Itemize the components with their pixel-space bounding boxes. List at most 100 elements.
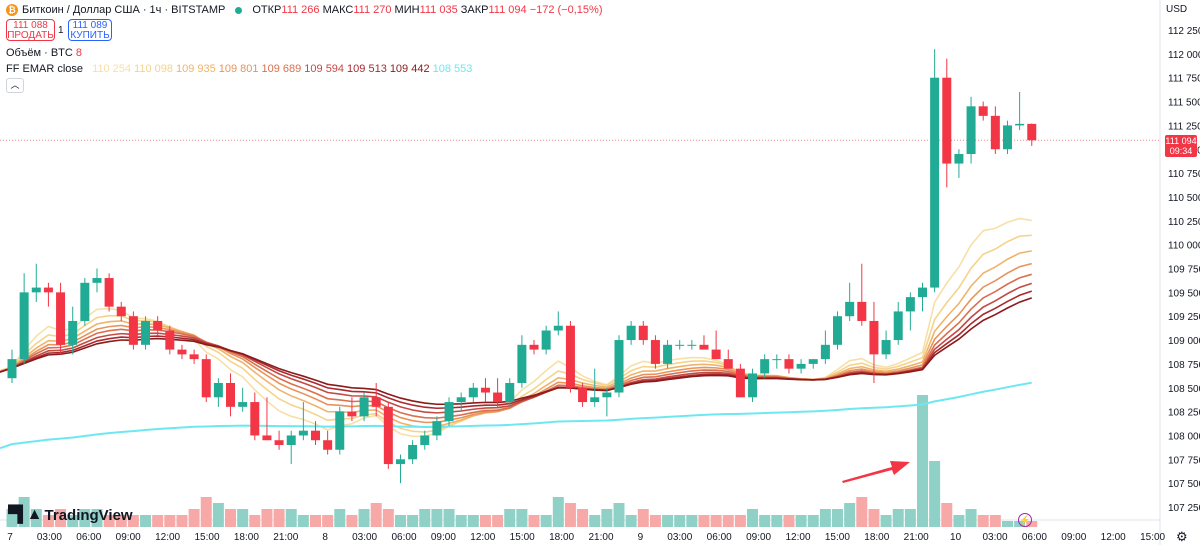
sell-button[interactable]: 111 088 ПРОДАТЬ (6, 19, 55, 41)
buy-button[interactable]: 111 089 КУПИТЬ (68, 19, 112, 41)
price-tick-label: 110 250 (1168, 217, 1200, 228)
price-tick-label: 109 000 (1168, 336, 1200, 347)
candle-body (19, 292, 29, 360)
close-label: ЗАКР (460, 4, 489, 16)
low-label: МИН (394, 4, 420, 16)
volume-bar (747, 509, 759, 527)
market-status-dot (235, 6, 243, 14)
volume-bar (674, 515, 686, 527)
volume-bar (42, 515, 54, 527)
ema-values: 110 254 110 098 109 935 109 801 109 689 109 5… (89, 63, 472, 75)
price-tick-label: 112 000 (1168, 50, 1200, 61)
volume-bar (30, 509, 42, 527)
time-tick-label: 21:00 (588, 532, 613, 543)
volume-bar (91, 509, 103, 527)
collapse-legend-button[interactable]: ︿ (6, 78, 24, 93)
candle-body (1002, 125, 1012, 150)
volume-bar (164, 515, 176, 527)
candle-body (68, 320, 78, 345)
candle-body (189, 354, 199, 360)
gear-icon[interactable]: ⚙ (1176, 529, 1188, 544)
candle-body (335, 411, 345, 450)
volume-bar (637, 509, 649, 527)
candle-body (250, 402, 260, 436)
flash-icon[interactable]: ⚡ (1018, 513, 1032, 527)
ema-value-4: 109 689 (261, 63, 302, 75)
change-value: −172 (−0,15%) (529, 4, 603, 16)
volume-bar (904, 509, 916, 527)
symbol-row: ₿ Биткоин / Доллар США · 1ч · BITSTAMP О… (6, 4, 602, 16)
candle-body (893, 311, 903, 341)
ema-legend[interactable]: FF EMAR close 110 254 110 098 109 935 109 8… (6, 63, 472, 75)
candle-body (201, 359, 211, 398)
volume-bar (552, 497, 564, 527)
volume-bar (6, 509, 18, 527)
volume-bar (127, 515, 139, 527)
volume-bar (807, 515, 819, 527)
time-tick-label: 21:00 (904, 532, 929, 543)
volume-bar (492, 515, 504, 527)
time-tick-label: 18:00 (864, 532, 889, 543)
volume-bar (225, 509, 237, 527)
candles (7, 49, 1037, 484)
price-tick-label: 111 250 (1168, 121, 1200, 132)
candle-body (262, 435, 272, 441)
candle-body (480, 387, 490, 393)
tradingview-logo[interactable]: ▀▌▲ TradingView (8, 506, 133, 524)
price-tick-label: 109 500 (1168, 288, 1200, 299)
candle-body (845, 301, 855, 317)
price-tick-label: 109 250 (1168, 312, 1200, 323)
candle-body (663, 344, 673, 364)
volume-bar (152, 515, 164, 527)
candle-body (760, 359, 770, 374)
time-tick-label: 8 (322, 532, 328, 543)
time-tick-label: 06:00 (707, 532, 732, 543)
volume-bar (917, 395, 928, 527)
ema-value-2: 109 935 (175, 63, 216, 75)
candle-body (857, 301, 867, 321)
candle-body (80, 282, 90, 321)
candle-body (626, 325, 636, 341)
candle-body (286, 435, 296, 445)
candle-body (493, 392, 503, 403)
candle-body (56, 292, 66, 345)
volume-bar (212, 503, 224, 527)
candle-body (323, 440, 333, 450)
time-tick-label: 12:00 (470, 532, 495, 543)
candle-body (590, 397, 600, 403)
symbol-title[interactable]: Биткоин / Доллар США · 1ч · BITSTAMP (22, 4, 226, 16)
time-tick-label: 09:00 (746, 532, 771, 543)
price-tick-label: 108 250 (1168, 408, 1200, 419)
volume-legend[interactable]: Объём · BTC 8 (6, 47, 82, 59)
currency-label[interactable]: USD (1166, 4, 1188, 15)
candle-body (420, 435, 430, 445)
time-tick-label: 21:00 (273, 532, 298, 543)
volume-bar (55, 509, 67, 527)
candle-body (226, 382, 236, 407)
volume-bar (419, 509, 431, 527)
current-price: 111 094 (1165, 136, 1197, 146)
candle-body (772, 359, 782, 361)
candle-body (565, 325, 575, 388)
volume-bar (771, 515, 783, 527)
candle-body (408, 444, 418, 460)
bar-countdown: 09:34 (1169, 146, 1193, 156)
volume-bar (516, 509, 528, 527)
volume-bar (1001, 521, 1013, 527)
volume-bars (6, 395, 1038, 527)
price-tick-label: 110 000 (1168, 241, 1200, 252)
candle-body (529, 344, 539, 350)
candle-body (735, 368, 745, 398)
time-tick-label: 18:00 (549, 532, 574, 543)
high-value: 111 270 (353, 4, 392, 16)
volume-bar (370, 503, 382, 527)
buy-label: КУПИТЬ (70, 30, 110, 41)
volume-value: 8 (75, 47, 83, 59)
candle-body (699, 344, 709, 350)
candle-body (359, 397, 369, 417)
candle-body (942, 77, 952, 164)
candle-body (930, 77, 940, 288)
volume-bar (479, 515, 491, 527)
candle-body (905, 297, 915, 312)
